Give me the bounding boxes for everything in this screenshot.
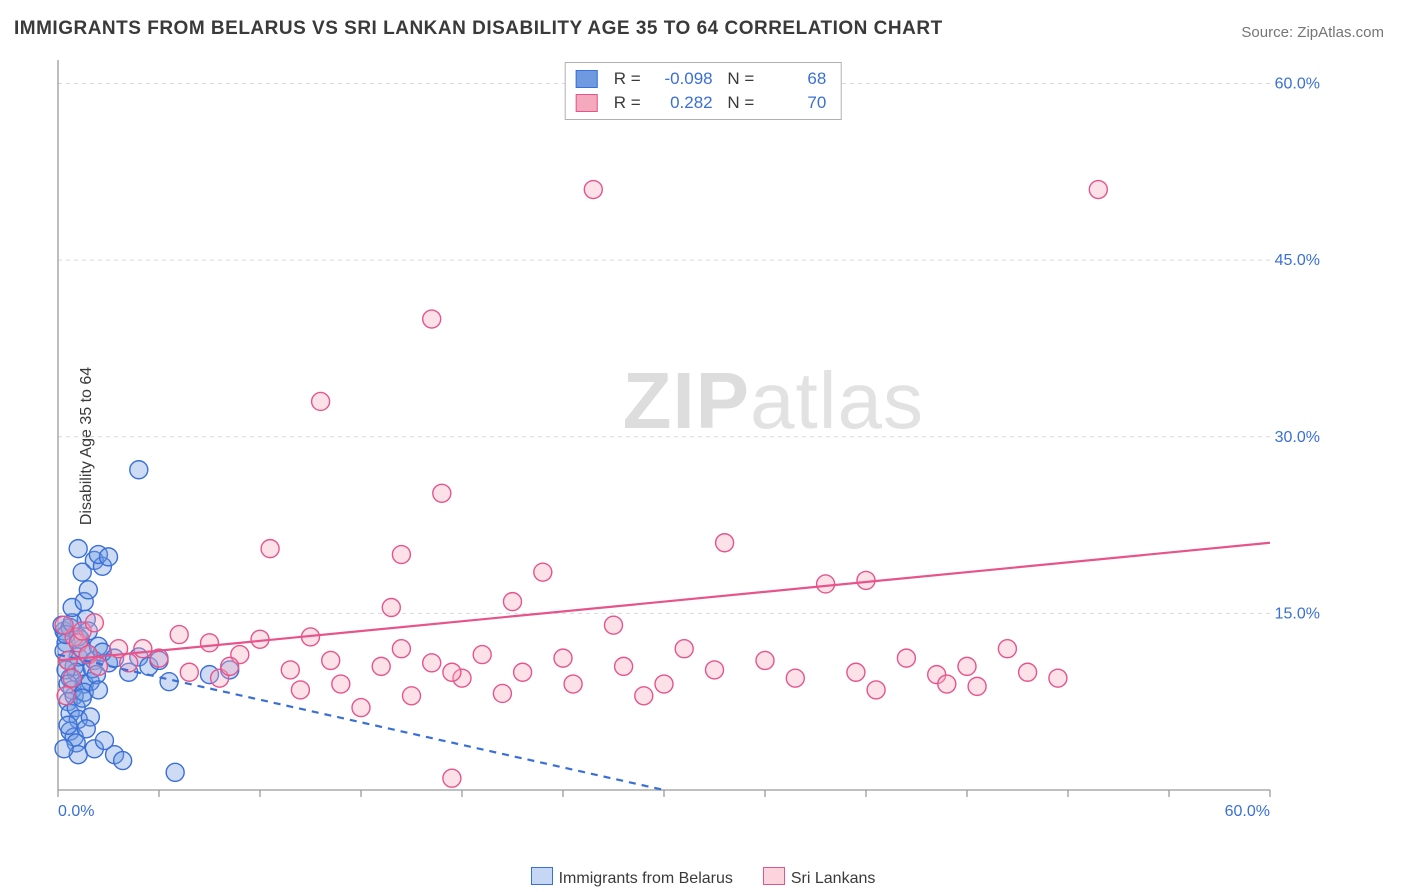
chart-title: IMMIGRANTS FROM BELARUS VS SRI LANKAN DI…	[14, 18, 943, 40]
stat-value-r-0: -0.098	[651, 67, 713, 91]
stat-label-n: N =	[723, 67, 755, 91]
plot-area: 0.0% 60.0% 15.0% 30.0% 45.0% 60.0%	[50, 60, 1360, 830]
svg-text:15.0%: 15.0%	[1275, 605, 1320, 622]
legend-label-0: Immigrants from Belarus	[559, 870, 733, 887]
legend-label-1: Sri Lankans	[791, 870, 876, 887]
stats-row-series-0: R = -0.098 N = 68	[576, 67, 827, 91]
scatter-chart: 0.0% 60.0% 15.0% 30.0% 45.0% 60.0%	[50, 60, 1360, 830]
svg-text:0.0%: 0.0%	[58, 803, 94, 820]
stat-value-n-1: 70	[764, 91, 826, 115]
stats-row-series-1: R = 0.282 N = 70	[576, 91, 827, 115]
stat-value-n-0: 68	[764, 67, 826, 91]
stat-label-r: R =	[614, 91, 641, 115]
stat-value-r-1: 0.282	[651, 91, 713, 115]
stat-label-r: R =	[614, 67, 641, 91]
stats-legend: R = -0.098 N = 68 R = 0.282 N = 70	[565, 62, 842, 120]
svg-text:45.0%: 45.0%	[1275, 252, 1320, 269]
swatch-series-1	[576, 94, 598, 112]
svg-text:30.0%: 30.0%	[1275, 429, 1320, 446]
source-prefix: Source:	[1241, 24, 1297, 41]
chart-container: IMMIGRANTS FROM BELARUS VS SRI LANKAN DI…	[0, 0, 1406, 892]
legend-item-0: Immigrants from Belarus	[531, 867, 733, 888]
legend-swatch-0	[531, 867, 553, 885]
source-attribution: Source: ZipAtlas.com	[1241, 24, 1384, 41]
svg-text:60.0%: 60.0%	[1225, 803, 1270, 820]
stat-label-n: N =	[723, 91, 755, 115]
series-legend: Immigrants from Belarus Sri Lankans	[0, 867, 1406, 888]
source-name: ZipAtlas.com	[1297, 24, 1384, 41]
legend-item-1: Sri Lankans	[763, 867, 876, 888]
swatch-series-0	[576, 70, 598, 88]
legend-swatch-1	[763, 867, 785, 885]
svg-text:60.0%: 60.0%	[1275, 76, 1320, 93]
